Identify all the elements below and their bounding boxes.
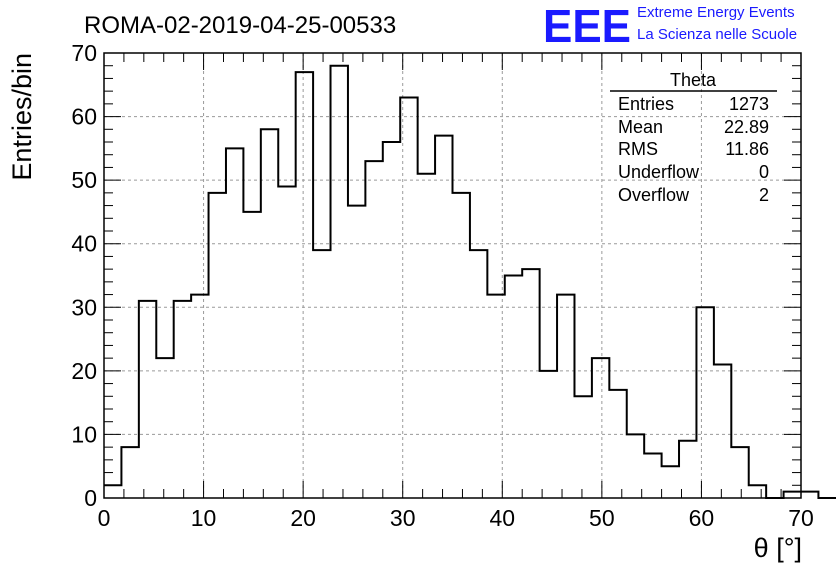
eee-logo-mark: EEE — [543, 0, 631, 52]
x-tick-label: 0 — [98, 505, 111, 531]
grid-lines — [104, 53, 801, 498]
stats-overflow-value: 2 — [759, 185, 769, 205]
stats-rms-label: RMS — [618, 139, 658, 159]
x-tick-label: 50 — [589, 505, 615, 531]
x-tick-label: 70 — [788, 505, 814, 531]
y-tick-label: 40 — [71, 231, 97, 257]
stats-mean-label: Mean — [618, 117, 663, 137]
x-tick-labels: 0 10 20 30 40 50 60 70 — [98, 505, 814, 531]
x-axis-label: θ [°] — [754, 533, 802, 563]
x-tick-label: 20 — [290, 505, 316, 531]
y-tick-label: 70 — [71, 40, 97, 66]
stats-mean-value: 22.89 — [724, 117, 769, 137]
y-tick-label: 60 — [71, 104, 97, 130]
stats-overflow-label: Overflow — [618, 185, 690, 205]
y-tick-label: 0 — [84, 485, 97, 511]
y-tick-label: 30 — [71, 294, 97, 320]
stats-entries-value: 1273 — [729, 94, 769, 114]
x-tick-label: 40 — [489, 505, 515, 531]
x-tick-label: 60 — [689, 505, 715, 531]
stats-rms-value: 11.86 — [725, 139, 769, 159]
y-tick-label: 20 — [71, 358, 97, 384]
y-tick-label: 50 — [71, 167, 97, 193]
y-axis-label: Entries/bin — [7, 53, 37, 181]
y-tick-label: 10 — [71, 421, 97, 447]
stats-entries-label: Entries — [618, 94, 674, 114]
logo-line-2: La Scienza nelle Scuole — [637, 26, 797, 43]
stats-box: Theta Entries 1273 Mean 22.89 RMS 11.86 … — [610, 70, 777, 205]
chart-title: ROMA-02-2019-04-25-00533 — [84, 12, 396, 39]
stats-underflow-label: Underflow — [618, 162, 700, 182]
stats-underflow-value: 0 — [759, 162, 769, 182]
plot-frame — [103, 52, 802, 499]
y-tick-labels: 0 10 20 30 40 50 60 70 — [71, 40, 97, 511]
logo-line-1: Extreme Energy Events — [637, 4, 795, 21]
axis-ticks — [103, 52, 802, 499]
x-tick-label: 30 — [390, 505, 416, 531]
x-tick-label: 10 — [191, 505, 217, 531]
eee-logo: EEE Extreme Energy Events La Scienza nel… — [543, 0, 797, 52]
stats-title: Theta — [670, 70, 717, 90]
